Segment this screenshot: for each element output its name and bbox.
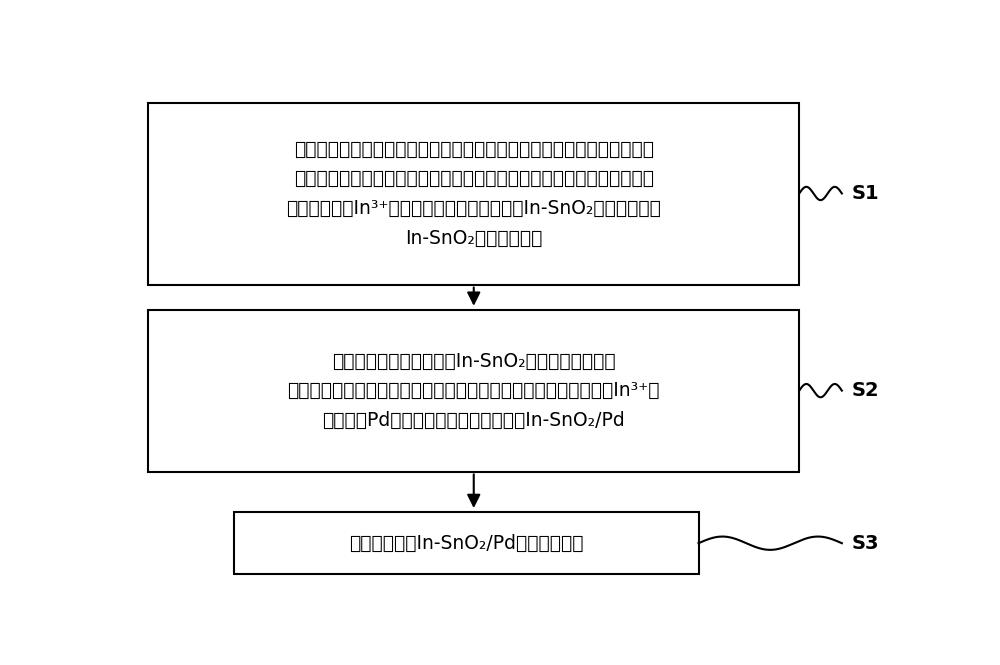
Text: 杂且具有Pd修饰的二氧化锡纳米颗粒球In-SnO₂/Pd: 杂且具有Pd修饰的二氧化锡纳米颗粒球In-SnO₂/Pd — [322, 411, 625, 430]
Text: 通过溶液法向纳米颗粒球In-SnO₂修饰鈕纳米颗粒，: 通过溶液法向纳米颗粒球In-SnO₂修饰鈕纳米颗粒， — [332, 352, 616, 370]
FancyBboxPatch shape — [148, 310, 799, 471]
Text: S1: S1 — [851, 184, 879, 203]
Text: 火处理，得到In³⁺掉杂的二氧化锡纳米颗粒球In-SnO₂，纳米颗粒球: 火处理，得到In³⁺掉杂的二氧化锡纳米颗粒球In-SnO₂，纳米颗粒球 — [286, 199, 661, 218]
FancyBboxPatch shape — [148, 103, 799, 285]
Text: In-SnO₂具有中空结构: In-SnO₂具有中空结构 — [405, 229, 542, 248]
Text: S3: S3 — [851, 534, 879, 553]
FancyBboxPatch shape — [234, 513, 698, 574]
Text: S2: S2 — [851, 381, 879, 400]
Text: 将纳米颗粒球In-SnO₂/Pd制成敏感薄膜: 将纳米颗粒球In-SnO₂/Pd制成敏感薄膜 — [349, 534, 583, 553]
Text: 先将钐盐、锡盐、盐酸、乙醇和去离子水混合搅拌均匀后进行水热反应，: 先将钐盐、锡盐、盐酸、乙醇和去离子水混合搅拌均匀后进行水热反应， — [294, 140, 654, 159]
Text: 进行离心、洗洤和干燥后在氢气氛围下进行第二次退火处理，得到In³⁺掉: 进行离心、洗洤和干燥后在氢气氛围下进行第二次退火处理，得到In³⁺掉 — [287, 381, 660, 400]
Text: 再对水热反应的产物进行离心、洗洤和干燥后在空气气氛下进行第一次退: 再对水热反应的产物进行离心、洗洤和干燥后在空气气氛下进行第一次退 — [294, 170, 654, 188]
